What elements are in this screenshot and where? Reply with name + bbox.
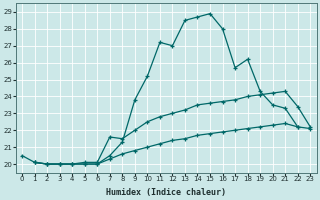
X-axis label: Humidex (Indice chaleur): Humidex (Indice chaleur) xyxy=(106,188,226,197)
